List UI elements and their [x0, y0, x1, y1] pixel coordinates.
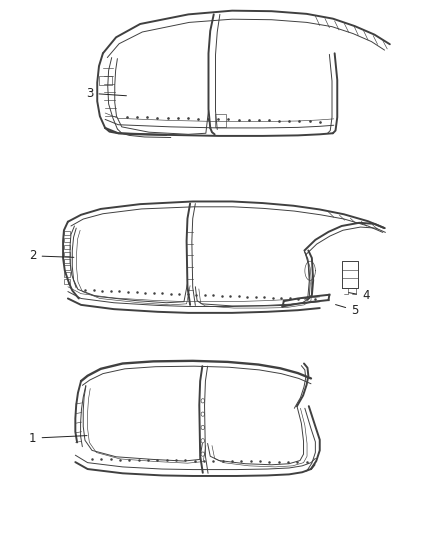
Bar: [64, 238, 70, 242]
Bar: [64, 252, 70, 256]
Text: 4: 4: [349, 289, 370, 302]
Text: 5: 5: [336, 304, 358, 317]
Text: 2: 2: [29, 249, 74, 262]
Bar: [64, 272, 70, 277]
Text: 3: 3: [86, 87, 127, 100]
Bar: [64, 279, 70, 284]
Bar: [64, 245, 70, 249]
Bar: [64, 265, 70, 270]
Bar: [64, 259, 70, 263]
Text: 1: 1: [29, 432, 87, 445]
Bar: [64, 231, 70, 235]
